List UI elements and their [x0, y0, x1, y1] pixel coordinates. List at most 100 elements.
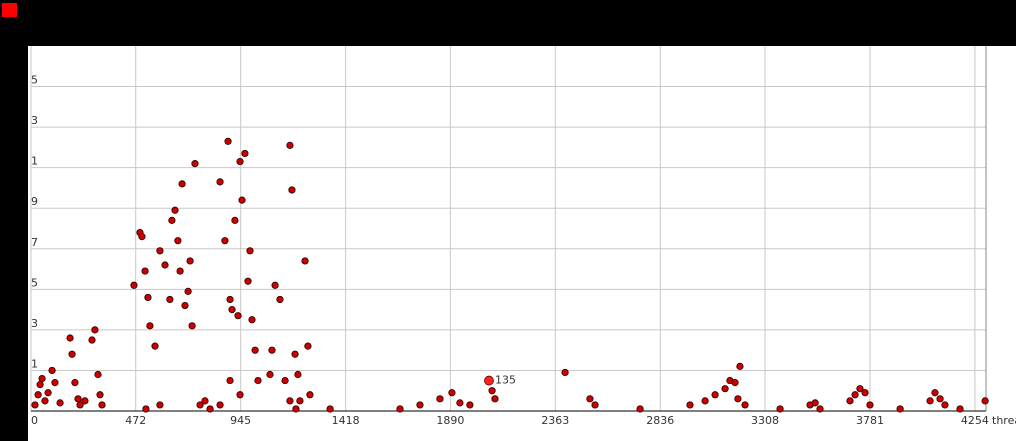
point	[156, 401, 164, 409]
point	[171, 206, 179, 214]
point	[266, 370, 274, 379]
point	[244, 277, 252, 285]
point	[41, 397, 49, 405]
point	[488, 387, 496, 395]
point	[301, 257, 309, 265]
point	[286, 397, 294, 405]
point	[251, 346, 259, 354]
point	[31, 401, 39, 409]
top-bar	[0, 0, 1016, 46]
point	[226, 295, 234, 304]
point	[268, 346, 276, 354]
point	[216, 401, 224, 409]
point	[96, 391, 104, 399]
x-tick-label: 1418	[332, 414, 360, 427]
point	[236, 391, 244, 399]
point	[294, 370, 302, 379]
point	[936, 395, 944, 403]
x-tick-label: 945	[230, 414, 251, 427]
point	[38, 374, 46, 383]
point	[736, 362, 744, 370]
y-tick-label: 1	[31, 357, 38, 370]
point	[241, 149, 249, 158]
point	[196, 401, 204, 409]
point	[981, 397, 989, 405]
x-axis-label: threa	[992, 414, 1016, 427]
point	[176, 267, 184, 275]
point	[191, 160, 199, 168]
point	[246, 247, 254, 255]
point	[174, 237, 182, 245]
point	[142, 405, 150, 413]
point	[396, 405, 404, 413]
x-tick-label: 2836	[646, 414, 674, 427]
point	[156, 247, 164, 255]
point	[466, 401, 474, 409]
point	[856, 385, 864, 393]
point	[71, 379, 79, 387]
point	[561, 368, 569, 377]
point	[448, 389, 456, 397]
point	[224, 137, 232, 145]
point	[248, 316, 256, 324]
point	[161, 261, 169, 269]
point	[731, 379, 739, 387]
point	[51, 379, 59, 387]
point	[68, 350, 76, 358]
point	[896, 405, 904, 413]
x-tick-label: 3781	[856, 414, 884, 427]
point	[226, 376, 234, 385]
point	[181, 301, 189, 310]
point	[36, 381, 44, 389]
x-tick-label: 4254	[961, 414, 989, 427]
y-tick-label: 3	[31, 317, 38, 330]
point	[151, 342, 159, 350]
point	[931, 389, 939, 397]
point	[48, 366, 56, 375]
y-tick-label: 7	[31, 236, 38, 249]
point	[130, 281, 138, 289]
point	[846, 397, 854, 405]
point	[254, 376, 262, 385]
status-square	[2, 3, 17, 17]
point	[238, 196, 246, 204]
point	[296, 397, 304, 405]
point	[686, 401, 694, 409]
point	[956, 405, 964, 413]
point	[456, 399, 464, 407]
point	[734, 395, 742, 403]
annotation: 135	[495, 374, 516, 387]
point	[168, 216, 176, 224]
point	[94, 370, 102, 379]
point	[326, 405, 334, 413]
point	[586, 395, 594, 403]
point	[851, 391, 859, 399]
point	[304, 342, 312, 350]
point	[816, 405, 824, 413]
point	[138, 233, 146, 241]
point	[221, 237, 229, 245]
point	[186, 257, 194, 265]
point	[926, 397, 934, 405]
highlight-point	[484, 375, 494, 386]
point	[811, 399, 819, 407]
point	[701, 397, 709, 405]
point	[271, 281, 279, 289]
point	[188, 322, 196, 330]
y-tick-label: 3	[31, 114, 38, 127]
x-tick-label: 472	[125, 414, 146, 427]
left-bar	[0, 0, 28, 441]
point	[636, 405, 644, 413]
point	[292, 405, 300, 413]
point	[144, 293, 152, 302]
point	[291, 350, 299, 358]
point	[184, 287, 192, 295]
x-tick-label: 1890	[436, 414, 464, 427]
point	[866, 401, 874, 409]
point	[44, 389, 52, 397]
point	[286, 141, 294, 149]
point	[88, 336, 96, 344]
